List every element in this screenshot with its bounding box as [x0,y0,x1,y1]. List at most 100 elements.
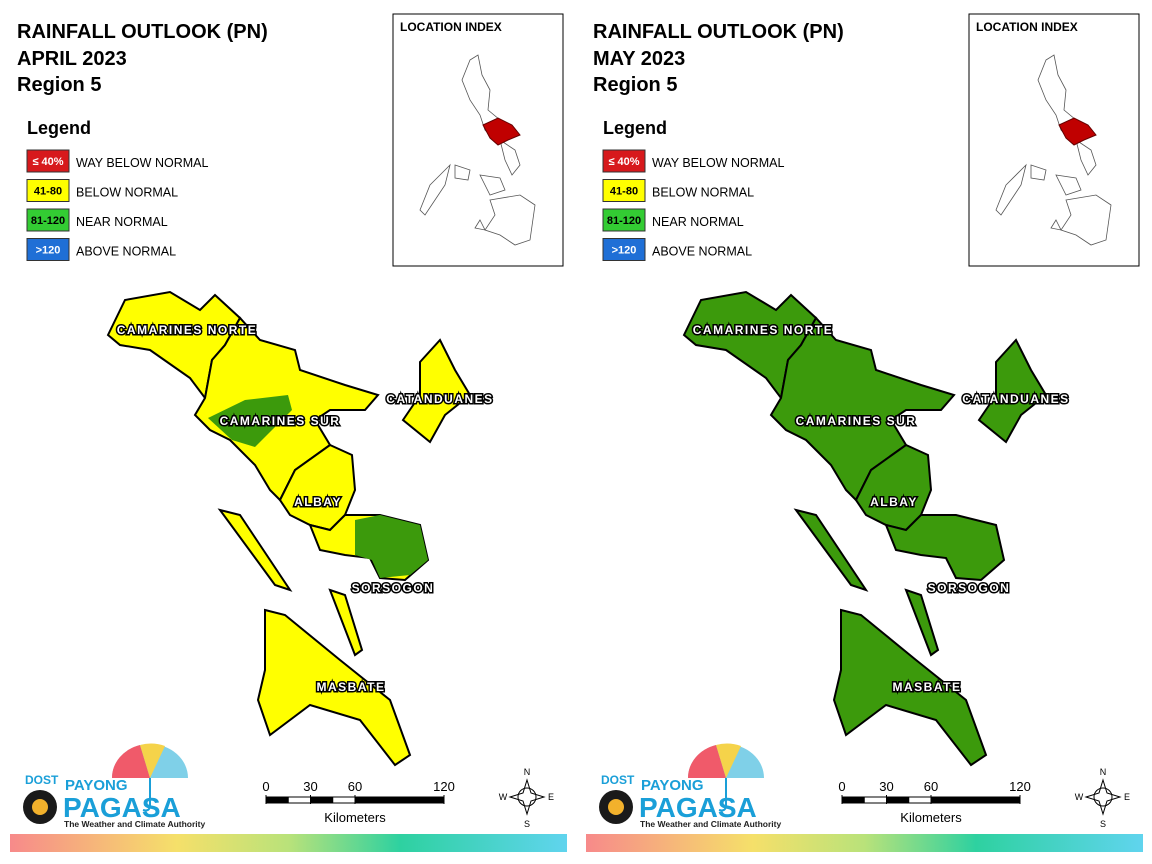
legend-code: 81-120 [31,215,65,227]
scale-segment [354,796,400,804]
panel: RAINFALL OUTLOOK (PN) MAY 2023 Region 5 Leg… [586,13,1143,852]
scale-segment [863,796,887,804]
logo-dost: DOST [25,773,59,787]
province-label: CAMARINES NORTE [117,323,258,337]
legend-label: NEAR NORMAL [76,215,168,229]
month: APRIL 2023 [17,48,127,70]
legend-title: Legend [603,118,667,138]
scale-unit: Kilometers [900,810,962,825]
logo-dost: DOST [601,773,635,787]
logo-payong: PAYONG [641,777,704,794]
province-label: SORSOGON [928,581,1011,595]
province [977,338,1048,444]
province [884,514,1006,582]
scale-segment [908,796,932,804]
province-patch [355,515,428,578]
province-label: CATANDUANES [962,392,1069,406]
province [769,316,956,502]
province-label: CATANDUANES [386,392,493,406]
province [904,588,940,657]
province [217,508,293,592]
province-label: CAMARINES SUR [220,414,341,428]
scale-unit: Kilometers [324,810,386,825]
scale-segment [332,796,356,804]
province [278,443,357,532]
legend-swatch [602,208,646,232]
province-label: CAMARINES SUR [796,414,917,428]
index-highlight [482,117,521,146]
umbrella-mid [140,743,165,778]
province-label: CAMARINES NORTE [693,323,834,337]
dost-seal-inner [32,799,48,815]
logo-pagasa: PAGASA [63,792,181,823]
legend-code: >120 [612,245,637,257]
province-label: SORSOGON [352,581,435,595]
logo-tagline: The Weather and Climate Authority [640,819,781,829]
province-label: ALBAY [294,495,342,509]
scale-segment [975,796,1021,804]
legend-label: ABOVE NORMAL [76,245,176,259]
province-label: ALBAY [870,495,918,509]
legend-swatch [602,238,646,261]
compass-ring [517,787,537,807]
compass-rose [508,778,546,816]
title: RAINFALL OUTLOOK (PN) [593,21,844,43]
scale-segment [287,796,311,804]
scale-segment [265,796,289,804]
compass-n: N [1100,767,1107,777]
scale-label: 120 [433,779,455,794]
province [793,508,869,592]
color-strip [586,834,1143,852]
region: Region 5 [593,74,677,96]
index-title: LOCATION INDEX [976,20,1078,34]
logo-payong: PAYONG [65,777,128,794]
compass-w: W [1075,792,1084,802]
province-label: MASBATE [893,680,962,694]
legend-code: ≤ 40% [32,156,63,168]
scale-label: 60 [924,779,938,794]
compass-e: E [1124,792,1130,802]
scale-segment [841,796,865,804]
legend-swatch [602,179,646,202]
legend-label: WAY BELOW NORMAL [76,156,208,170]
region: Region 5 [17,74,101,96]
compass-w: W [499,792,508,802]
compass-e: E [548,792,554,802]
legend-code: ≤ 40% [608,156,639,168]
legend-label: ABOVE NORMAL [652,245,752,259]
legend-swatch [602,149,646,173]
scale-label: 30 [879,779,893,794]
legend-label: NEAR NORMAL [652,215,744,229]
scale-segment [399,796,445,804]
umbrella-left [111,745,150,778]
umbrella-mid [716,743,741,778]
scale-label: 0 [838,779,845,794]
legend-swatch [26,149,70,173]
province [854,443,933,532]
legend-code: 41-80 [34,186,62,198]
dost-seal-inner [608,799,624,815]
province [256,608,412,767]
province [328,588,364,657]
scale-label: 120 [1009,779,1031,794]
panel: RAINFALL OUTLOOK (PN) APRIL 2023 Region 5 L… [10,13,567,852]
index-title: LOCATION INDEX [400,20,502,34]
compass-rose [1084,778,1122,816]
compass-s: S [1100,819,1106,829]
legend-code: 81-120 [607,215,641,227]
logo-pagasa: PAGASA [639,792,757,823]
scale-label: 30 [303,779,317,794]
logo-tagline: The Weather and Climate Authority [64,819,205,829]
compass-n: N [524,767,531,777]
province-label: MASBATE [317,680,386,694]
legend-label: WAY BELOW NORMAL [652,156,784,170]
legend-swatch [26,179,70,202]
legend-title: Legend [27,118,91,138]
title: RAINFALL OUTLOOK (PN) [17,21,268,43]
legend-label: BELOW NORMAL [76,186,178,200]
compass-s: S [524,819,530,829]
umbrella-handle [718,778,727,812]
scale-label: 0 [262,779,269,794]
umbrella-handle [142,778,151,812]
